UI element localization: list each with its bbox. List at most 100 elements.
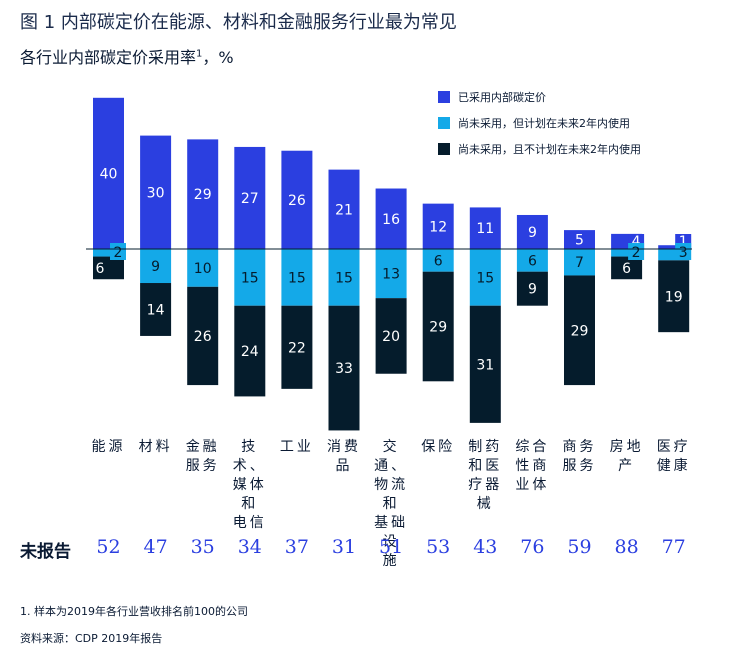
bar-not-planned (187, 286, 219, 386)
bar-adopted (187, 139, 219, 249)
category-label-line: 材料 (138, 439, 173, 455)
data-label-planned: 6 (528, 253, 537, 269)
subtitle-unit: ，% (202, 48, 234, 67)
category-label-line: 基础设 (374, 515, 409, 550)
bar-planned (93, 249, 124, 257)
data-label-not-planned: 19 (665, 289, 683, 305)
category-label-line: 服务 (185, 458, 220, 474)
legend-label-adopted: 已采用内部碳定价 (458, 91, 546, 104)
unreported-value: 51 (379, 536, 404, 558)
data-label-planned: 6 (434, 253, 443, 269)
bar-planned (516, 249, 548, 272)
bar-adopted (328, 169, 360, 249)
data-label-adopted: 29 (194, 187, 212, 203)
unreported-value: 47 (143, 536, 168, 558)
data-label-adopted: 27 (241, 191, 259, 207)
category-label-line: 服务 (562, 458, 597, 474)
category-label: 综合 性商 业体 (508, 438, 556, 495)
category-label-line: 金融 (185, 439, 220, 455)
category-label-line: 制药 (468, 439, 503, 455)
category-label-line: 能源 (91, 439, 126, 455)
category-label: 医疗 健康 (650, 438, 698, 476)
bar-not-planned (469, 305, 501, 423)
data-label-planned: 15 (476, 270, 494, 286)
legend-label-not-planned: 尚未采用，且不计划在未来2年内使用 (458, 143, 641, 156)
legend-item-planned: 尚未采用，但计划在未来2年内使用 (438, 116, 641, 130)
data-label-not-planned: 6 (96, 261, 105, 277)
category-label: 制药 和医 疗器械 (461, 438, 509, 514)
legend-item-adopted: 已采用内部碳定价 (438, 90, 641, 104)
subtitle-footnote-mark: 1 (196, 48, 203, 60)
unreported-value: 53 (426, 536, 451, 558)
data-label-adopted: 4 (632, 234, 641, 250)
data-label-adopted: 26 (288, 193, 306, 209)
data-label-planned: 13 (382, 267, 400, 283)
category-label-line: 品 (335, 458, 353, 474)
bar-adopted (140, 135, 172, 249)
data-label-planned: 15 (288, 270, 306, 286)
data-label-adopted: 1 (679, 234, 688, 250)
chart-subtitle: 各行业内部碳定价采用率1，% (20, 44, 234, 68)
bar-not-planned (93, 256, 124, 280)
data-label-adopted: 12 (429, 219, 447, 235)
category-label-line: 产 (618, 458, 636, 474)
data-label-planned: 10 (194, 261, 212, 277)
subtitle-text: 各行业内部碳定价采用率 (20, 48, 197, 67)
data-label-planned: 7 (575, 255, 584, 271)
bar-planned (611, 249, 643, 257)
legend-swatch-planned (438, 117, 450, 129)
data-label-adopted: 16 (382, 212, 400, 228)
legend-label-planned: 尚未采用，但计划在未来2年内使用 (458, 117, 630, 130)
bar-planned (564, 249, 595, 276)
bar-planned (469, 249, 501, 306)
bar-not-planned (281, 305, 313, 389)
category-label: 商务 服务 (556, 438, 604, 476)
bar-planned (658, 249, 690, 261)
data-label-not-planned: 26 (194, 329, 212, 345)
bar-not-planned (516, 271, 548, 306)
category-label-line: 技术、 (232, 439, 267, 474)
bar-not-planned (611, 256, 643, 280)
source-note: 资料来源：CDP 2019年报告 (20, 632, 163, 645)
category-label-line: 施 (382, 553, 400, 569)
category-label-line: 物流和 (374, 477, 409, 512)
data-label-adopted: 9 (528, 225, 537, 241)
legend-swatch-not-planned (438, 143, 450, 155)
unreported-value: 43 (473, 536, 498, 558)
legend-item-not-planned: 尚未采用，且不计划在未来2年内使用 (438, 142, 641, 156)
category-label-line: 交通、 (374, 439, 409, 474)
category-label: 工业 (273, 438, 321, 457)
bar-adopted (516, 214, 548, 249)
data-label-planned: 15 (241, 270, 259, 286)
bar-planned (422, 249, 454, 272)
data-label-planned-box (628, 243, 645, 260)
data-label-planned: 9 (151, 259, 160, 275)
data-label-adopted: 40 (100, 166, 118, 182)
unreported-value: 88 (614, 536, 639, 558)
legend: 已采用内部碳定价 尚未采用，但计划在未来2年内使用 尚未采用，且不计划在未来2年… (438, 90, 641, 168)
data-label-not-planned: 6 (622, 261, 631, 277)
category-label-line: 媒体和 (232, 477, 267, 512)
category-label-line: 性商 (515, 458, 550, 474)
category-label-line: 消费 (327, 439, 361, 455)
bar-not-planned (658, 260, 690, 333)
data-label-adopted: 11 (476, 221, 494, 237)
bar-not-planned (564, 275, 595, 386)
bar-planned (328, 249, 360, 306)
unreported-value: 76 (520, 536, 545, 558)
data-label-not-planned: 22 (288, 340, 306, 356)
category-label: 金融 服务 (179, 438, 227, 476)
category-label: 材料 (132, 438, 180, 457)
data-label-not-planned: 24 (241, 344, 259, 360)
bar-planned (281, 249, 313, 306)
data-label-not-planned: 29 (429, 319, 447, 335)
data-label-planned: 3 (679, 245, 688, 261)
data-label-adopted: 21 (335, 202, 353, 218)
data-label-not-planned: 33 (335, 361, 353, 377)
bar-planned (187, 249, 219, 287)
bar-adopted (375, 188, 407, 249)
category-label: 交通、 物流和 基础设施 (367, 438, 415, 571)
footnote: 1. 样本为2019年各行业营收排名前100的公司 (20, 605, 248, 618)
bar-planned (375, 249, 407, 299)
category-label-line: 和医 (468, 458, 503, 474)
